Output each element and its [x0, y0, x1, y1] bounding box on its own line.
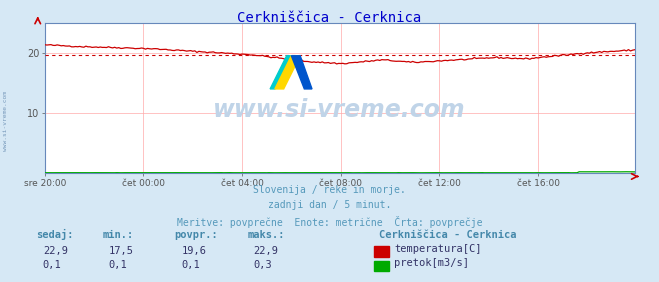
- Text: 0,1: 0,1: [43, 261, 61, 270]
- Text: 0,1: 0,1: [181, 261, 200, 270]
- Text: Cerkniščica - Cerknica: Cerkniščica - Cerknica: [237, 11, 422, 25]
- Text: maks.:: maks.:: [247, 230, 285, 240]
- Polygon shape: [291, 56, 312, 89]
- Text: 19,6: 19,6: [181, 246, 206, 256]
- Text: zadnji dan / 5 minut.: zadnji dan / 5 minut.: [268, 200, 391, 210]
- Text: 17,5: 17,5: [109, 246, 134, 256]
- Text: 22,9: 22,9: [254, 246, 279, 256]
- Polygon shape: [270, 56, 291, 89]
- Text: Slovenija / reke in morje.: Slovenija / reke in morje.: [253, 185, 406, 195]
- Text: min.:: min.:: [102, 230, 133, 240]
- Text: 0,1: 0,1: [109, 261, 127, 270]
- Text: 0,3: 0,3: [254, 261, 272, 270]
- Text: Meritve: povprečne  Enote: metrične  Črta: povprečje: Meritve: povprečne Enote: metrične Črta:…: [177, 216, 482, 228]
- Text: Cerkniščica - Cerknica: Cerkniščica - Cerknica: [379, 230, 517, 240]
- Polygon shape: [275, 56, 301, 89]
- Text: www.si-vreme.com: www.si-vreme.com: [3, 91, 8, 151]
- Text: sedaj:: sedaj:: [36, 229, 74, 240]
- Text: pretok[m3/s]: pretok[m3/s]: [394, 258, 469, 268]
- Text: www.si-vreme.com: www.si-vreme.com: [214, 98, 466, 122]
- Text: 22,9: 22,9: [43, 246, 68, 256]
- Text: temperatura[C]: temperatura[C]: [394, 244, 482, 254]
- Text: povpr.:: povpr.:: [175, 230, 218, 240]
